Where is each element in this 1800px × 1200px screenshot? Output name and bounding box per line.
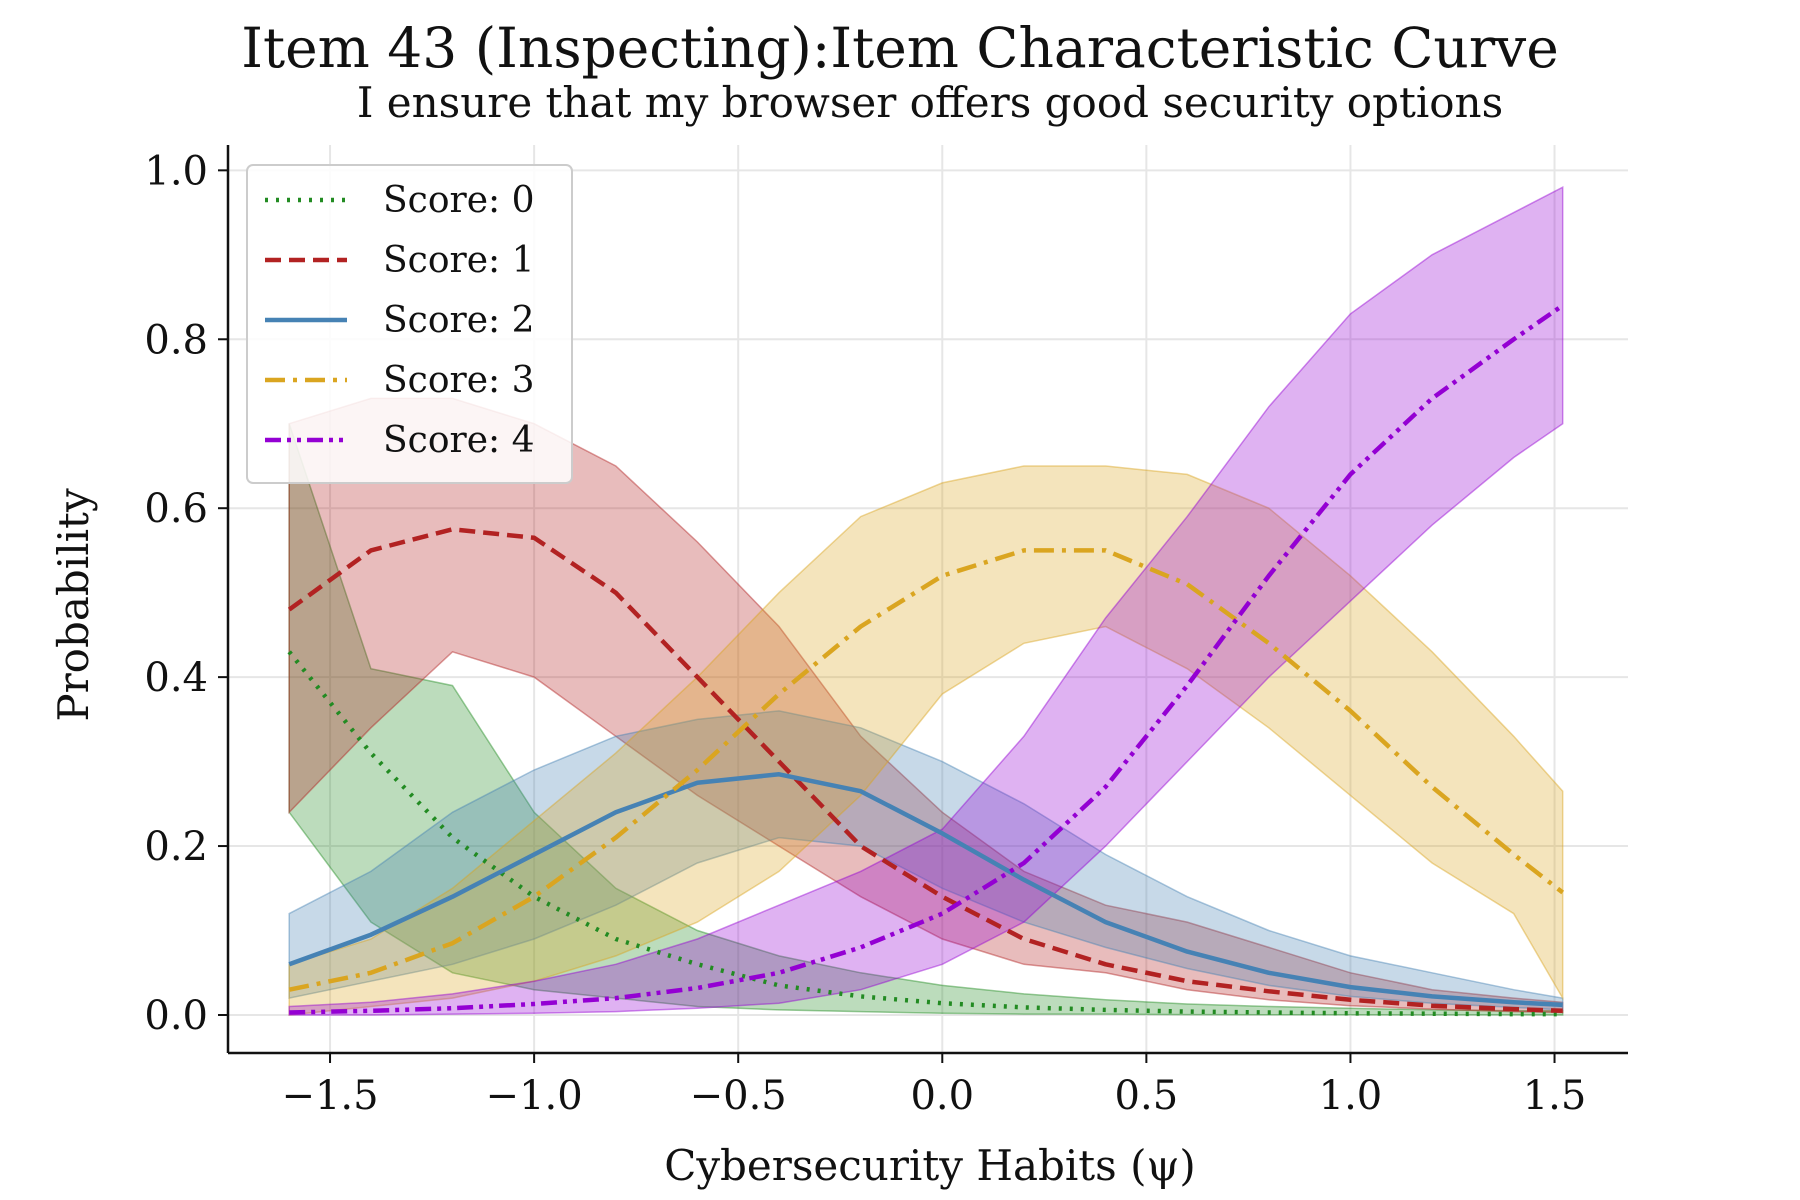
x-tick-label: −0.5 — [690, 1073, 787, 1119]
x-tick-label: −1.5 — [281, 1073, 378, 1119]
y-tick-label: 1.0 — [144, 148, 208, 194]
x-tick-label: 0.5 — [1115, 1073, 1179, 1119]
legend-label-score-2: Score: 2 — [383, 300, 535, 341]
band-score-0 — [288, 423, 1564, 1016]
confidence-bands — [288, 185, 1564, 1016]
legend-box — [246, 164, 573, 484]
band-score-4 — [288, 185, 1564, 1016]
y-tick-label: 0.2 — [144, 824, 208, 870]
band-score-3 — [288, 465, 1564, 1016]
y-tick-label: 0.0 — [144, 993, 208, 1039]
x-tick-label: 1.0 — [1319, 1073, 1383, 1119]
x-tick-label: 1.5 — [1523, 1073, 1587, 1119]
x-tick-label: −1.0 — [486, 1073, 583, 1119]
axes: −1.5 −1.0 −0.5 0.0 0.5 1.0 1.5 0.0 0.2 0.4 0.6 0.8 1… — [144, 145, 1628, 1119]
legend-label-score-0: Score: 0 — [383, 180, 535, 221]
y-tick-label: 0.6 — [144, 486, 208, 532]
line-score-4 — [289, 303, 1564, 1015]
chart-subtitle: I ensure that my browser offers good sec… — [357, 78, 1503, 127]
y-tick-label: 0.8 — [144, 317, 208, 363]
y-axis-label: Probability — [49, 488, 98, 722]
legend: Score: 0 Score: 1 Score: 2 Score: 3 Score: 4 — [246, 164, 573, 484]
y-tick-label: 0.4 — [144, 655, 208, 701]
band-score-1 — [288, 397, 1564, 1014]
legend-label-score-3: Score: 3 — [383, 360, 535, 401]
x-tick-label: 0.0 — [910, 1073, 974, 1119]
series-lines — [287, 303, 1565, 1017]
legend-label-score-4: Score: 4 — [383, 420, 535, 461]
line-score-2 — [288, 772, 1563, 1008]
chart-title: Item 43 (Inspecting):Item Characteristic… — [241, 16, 1559, 80]
x-axis-label: Cybersecurity Habits (ψ) — [664, 1141, 1196, 1190]
legend-label-score-1: Score: 1 — [383, 240, 535, 281]
line-score-3 — [288, 548, 1565, 992]
